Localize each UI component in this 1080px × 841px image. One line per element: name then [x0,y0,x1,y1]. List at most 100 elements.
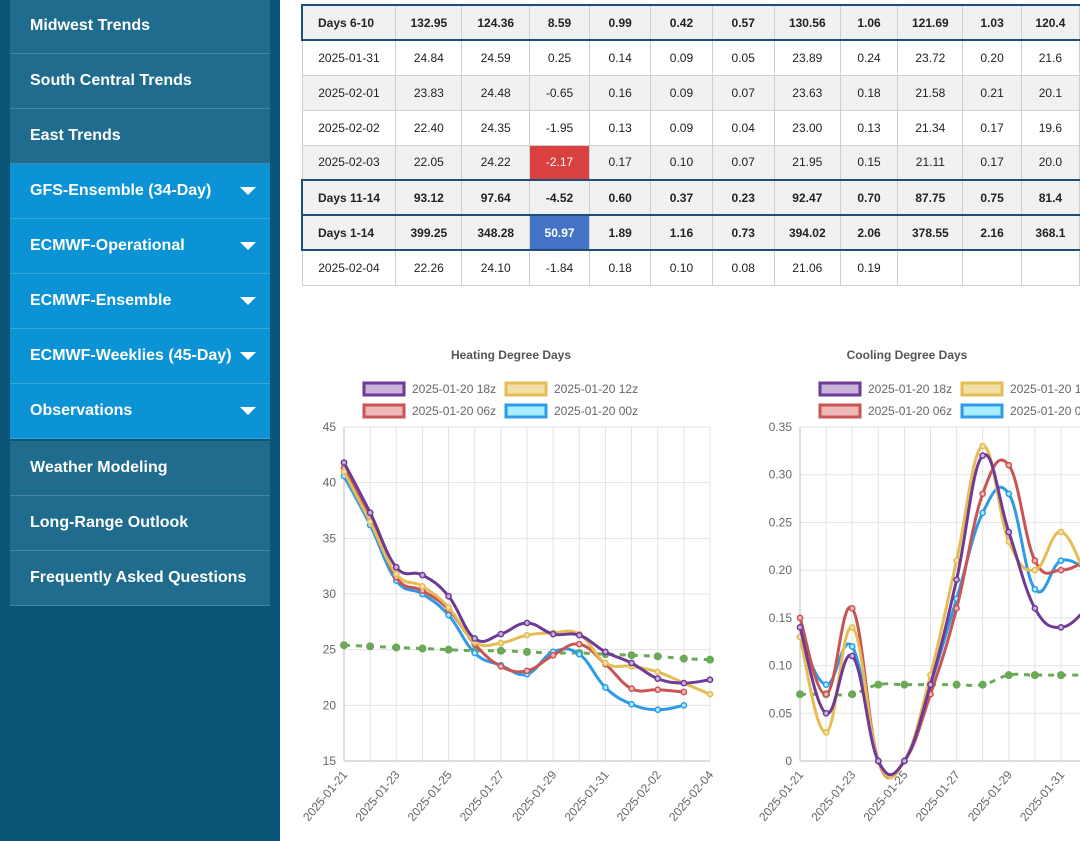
y-tick-label: 35 [323,531,337,545]
value-cell: 1.89 [588,214,652,251]
data-point [392,563,400,571]
sidebar-item-label: GFS-Ensemble (34-Day) [30,182,212,199]
x-tick-label: 2025-01-27 [913,768,963,824]
row-label-cell: Days 6-10 [301,4,397,41]
value-cell: 8.59 [529,4,590,41]
data-point [418,644,427,653]
caret-down-icon[interactable] [240,352,256,360]
value-cell: 0.09 [650,74,713,111]
y-tick-label: 0 [785,754,792,768]
value-cell: 0.07 [711,74,775,111]
y-tick-label: 0.25 [769,515,793,529]
data-point [392,570,400,578]
x-tick-label: 2025-01-31 [562,768,612,824]
cooling-degree-days-chart: Cooling Degree Days 0 0.05 0.10 0.15 0.20 0.2… [752,340,1080,840]
sidebar-item-long-range-outlook[interactable]: Long-Range Outlook [10,496,270,551]
legend-swatch [362,381,406,397]
sidebar-item-label: Long-Range Outlook [30,514,189,531]
caret-down-icon[interactable] [240,187,256,195]
sidebar: Midwest Trends South Central Trends East T… [0,0,280,841]
value-cell: 0.17 [962,144,1022,181]
data-point [706,690,714,698]
value-cell: 130.56 [773,4,841,41]
caret-down-icon[interactable] [240,297,256,305]
value-cell: 0.18 [839,74,899,111]
value-cell: 399.25 [395,214,463,251]
data-point [575,640,583,648]
data-point [874,680,883,689]
value-cell: -4.52 [529,179,590,216]
legend-label: 2025-01-20 18z [868,382,952,396]
value-cell: 0.75 [962,179,1022,216]
legend-swatch [818,381,862,397]
sidebar-item-ecmwf-ensemble[interactable]: ECMWF-Ensemble [10,274,270,329]
value-cell: 0.25 [529,39,590,76]
value-cell: 24.84 [395,39,463,76]
data-point [497,639,505,647]
data-point [471,635,479,642]
x-tick-label: 2025-02-02 [614,768,664,824]
data-point [627,651,636,660]
data-point [848,652,856,660]
x-tick-label: 2025-01-23 [352,768,402,824]
value-cell: 81.4 [1020,179,1080,216]
row-label-cell: 2025-01-31 [301,39,397,76]
data-point [1057,528,1065,536]
data-point [628,700,635,708]
data-point [848,624,856,631]
data-point [1005,490,1013,498]
legend-swatch [818,403,862,419]
value-cell: 24.35 [461,109,531,146]
legend-swatch [504,403,548,419]
sidebar-item-label: Weather Modeling [30,459,168,476]
sidebar-item-weather-modeling[interactable]: Weather Modeling [10,441,270,496]
value-cell: 19.6 [1020,109,1080,146]
table-row: 2025-01-31 24.84 24.59 0.25 0.14 0.09 0.05 23.8… [301,39,1080,76]
sidebar-item-label: ECMWF-Operational [30,237,185,254]
value-cell: 21.6 [1020,39,1080,76]
data-point [901,757,908,765]
x-tick-label: 2025-01-29 [509,768,559,824]
value-cell: 21.34 [897,109,964,146]
sidebar-item-frequently-asked-questions[interactable]: Frequently Asked Questions [10,551,270,606]
sidebar-item-ecmwf-operational[interactable]: ECMWF-Operational [10,219,270,274]
data-point [796,624,804,631]
data-point [445,604,452,611]
sidebar-item-south-central-trends[interactable]: South Central Trends [10,54,270,109]
y-tick-label: 20 [323,698,337,712]
value-cell: 0.09 [650,39,713,76]
data-point [628,685,635,692]
data-point [822,690,830,698]
data-point [979,442,987,450]
data-point [848,643,856,650]
caret-down-icon[interactable] [240,407,256,415]
value-cell: 22.05 [395,144,463,181]
table-row: 2025-02-03 22.05 24.22 -2.17 0.17 0.10 0.07 21.… [301,144,1080,181]
data-point [523,647,531,656]
value-cell: 121.69 [897,4,964,41]
sidebar-item-east-trends[interactable]: East Trends [10,109,270,164]
value-cell: 21.58 [897,74,964,111]
value-cell: -1.95 [529,109,590,146]
value-cell: 348.28 [461,214,531,251]
value-cell: 24.59 [461,39,531,76]
value-cell: 0.37 [650,179,713,216]
data-point [979,509,987,517]
sidebar-item-observations[interactable]: Observations [10,384,270,439]
data-point [979,490,987,498]
value-cell: 0.15 [839,144,899,181]
caret-down-icon[interactable] [240,242,256,250]
legend-swatch [504,381,548,397]
data-point [549,630,557,638]
sidebar-item-label: South Central Trends [30,72,192,89]
value-cell: 97.64 [461,179,531,216]
sidebar-item-gfs-ensemble-34-day[interactable]: GFS-Ensemble (34-Day) [10,164,270,219]
data-point [654,675,662,682]
x-tick-label: 2025-01-21 [300,768,350,824]
value-cell: 21.06 [773,249,841,286]
data-point [1057,624,1065,631]
data-point [953,576,960,584]
data-point [654,706,662,714]
sidebar-item-midwest-trends[interactable]: Midwest Trends [10,0,270,54]
sidebar-item-ecmwf-weeklies-45-day[interactable]: ECMWF-Weeklies (45-Day) [10,329,270,384]
